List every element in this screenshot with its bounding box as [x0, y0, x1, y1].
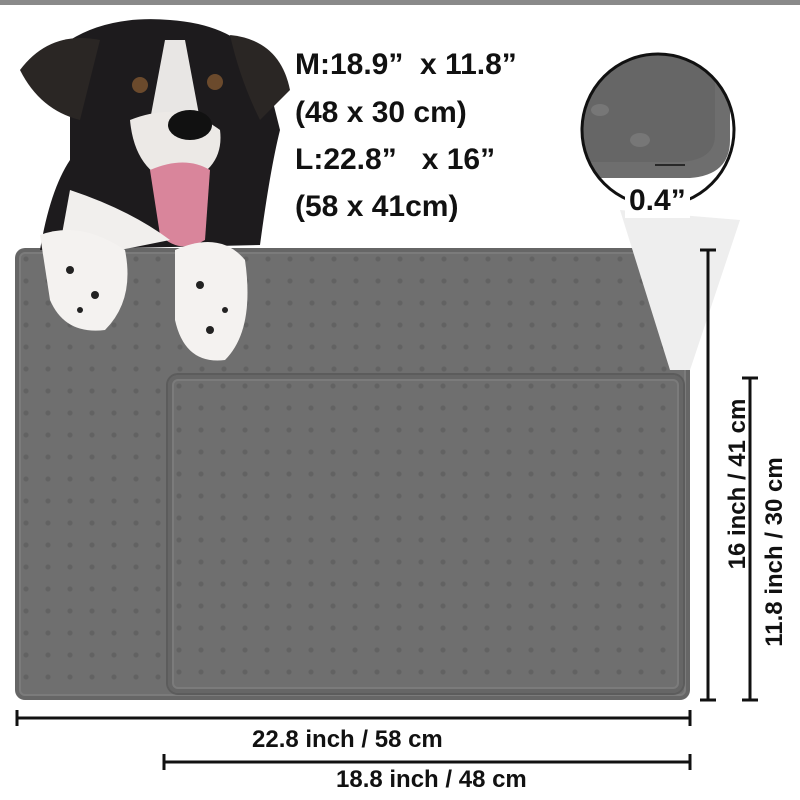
medium-size-cm: (48 x 30 cm) [295, 96, 467, 129]
large-size-label: L:22.8” x 16” [295, 143, 496, 176]
large-width-label: 22.8 inch / 58 cm [252, 726, 443, 753]
top-bar [0, 0, 800, 5]
dog-image [20, 19, 290, 361]
medium-height-label: 11.8 inch / 30 cm [761, 457, 788, 647]
medium-mat [168, 375, 683, 693]
thickness-detail [580, 52, 740, 370]
large-size-cm: (58 x 41cm) [295, 190, 459, 223]
medium-size-label: M:18.9” x 11.8” [295, 48, 517, 81]
large-height-label: 16 inch / 41 cm [724, 398, 751, 570]
medium-width-label: 18.8 inch / 48 cm [336, 766, 527, 793]
thickness-label: 0.4” [625, 184, 690, 218]
